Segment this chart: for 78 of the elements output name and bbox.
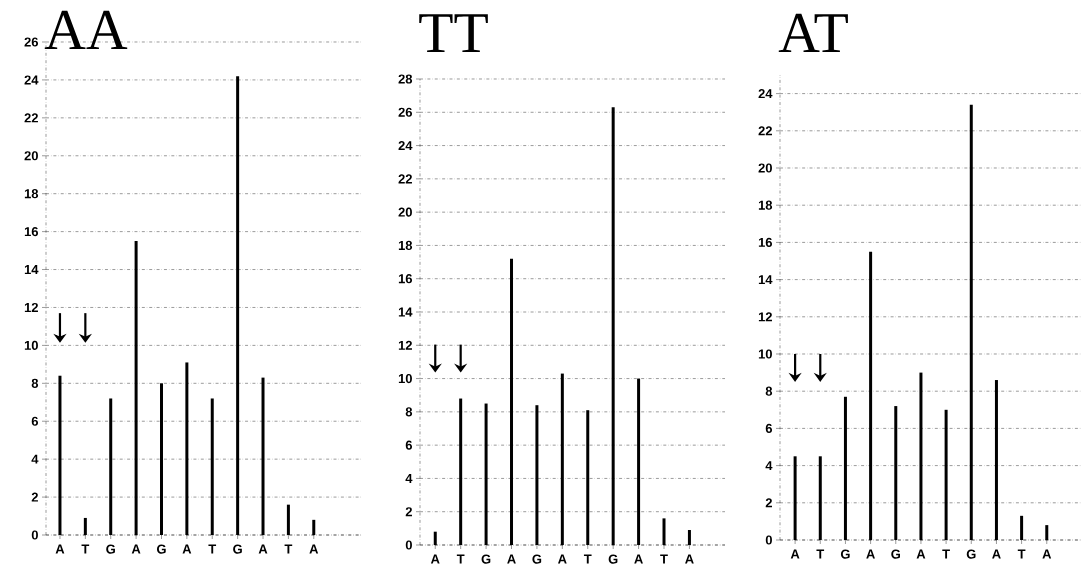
y-tick-label: 24 (24, 75, 39, 85)
y-tick-label: 18 (24, 189, 39, 199)
x-tick-label: A (131, 544, 141, 554)
x-tick-label: T (942, 549, 950, 559)
x-tick-label: T (208, 544, 217, 554)
y-tick-label: 16 (398, 274, 413, 284)
y-tick-label: 26 (398, 107, 413, 117)
y-tick-label: 28 (398, 74, 413, 84)
x-tick-label: A (685, 554, 694, 564)
y-tick-label: 26 (24, 37, 39, 47)
chart-title: AA (44, 10, 128, 49)
x-tick-label: A (430, 554, 440, 564)
y-tick-label: 6 (765, 423, 773, 433)
x-tick-label: A (557, 554, 567, 564)
x-tick-label: A (992, 549, 1001, 559)
y-tick-label: 6 (31, 416, 39, 426)
y-tick-label: 12 (398, 340, 412, 350)
y-tick-label: 16 (24, 227, 39, 237)
y-tick-label: 0 (765, 535, 772, 545)
x-tick-label: T (81, 544, 90, 554)
x-tick-label: A (790, 549, 800, 559)
x-tick-label: A (507, 554, 516, 564)
y-tick-label: 8 (765, 386, 773, 396)
x-tick-label: T (1017, 549, 1026, 559)
x-tick-label: A (634, 554, 643, 564)
y-tick-label: 10 (24, 340, 38, 350)
y-tick-label: 2 (765, 498, 772, 508)
x-tick-label: G (840, 549, 850, 559)
x-tick-label: A (55, 544, 65, 554)
y-tick-label: 14 (398, 307, 413, 317)
y-tick-label: 0 (405, 540, 412, 550)
y-tick-label: 14 (24, 265, 39, 274)
y-tick-label: 18 (398, 240, 413, 251)
y-tick-label: 4 (31, 454, 39, 464)
y-tick-label: 20 (24, 151, 38, 161)
x-tick-label: A (258, 544, 268, 554)
x-tick-label: T (816, 549, 825, 559)
y-tick-label: 18 (758, 200, 773, 210)
y-tick-label: 24 (398, 141, 413, 151)
y-tick-label: 16 (758, 237, 773, 247)
chart-title: TT (419, 14, 488, 52)
y-tick-label: 12 (758, 312, 772, 322)
chart-title: AT (778, 13, 848, 52)
y-tick-label: 8 (31, 378, 39, 388)
x-tick-label: G (233, 544, 242, 554)
x-tick-label: G (106, 544, 115, 554)
y-tick-label: 2 (31, 492, 38, 502)
y-tick-label: 24 (758, 89, 773, 99)
x-tick-label: G (966, 549, 976, 559)
x-tick-label: A (866, 549, 875, 559)
y-tick-label: 22 (398, 174, 412, 184)
x-tick-label: A (309, 544, 319, 554)
x-tick-label: G (532, 554, 542, 564)
y-tick-label: 10 (758, 349, 772, 359)
y-tick-label: 0 (31, 530, 38, 540)
x-tick-label: T (284, 544, 293, 554)
y-tick-label: 22 (24, 113, 38, 123)
x-tick-label: T (583, 554, 592, 564)
y-tick-label: 4 (405, 473, 413, 483)
x-tick-label: A (182, 544, 192, 554)
y-tick-label: 14 (758, 275, 773, 285)
x-tick-label: T (456, 554, 465, 564)
y-tick-label: 8 (405, 407, 413, 417)
x-tick-label: G (156, 544, 166, 554)
x-tick-label: A (1042, 549, 1052, 559)
y-tick-label: 20 (398, 207, 412, 217)
x-tick-label: G (608, 554, 618, 564)
x-tick-label: T (660, 554, 668, 564)
x-tick-label: G (891, 549, 901, 559)
y-tick-label: 22 (758, 126, 772, 136)
x-tick-label: G (481, 554, 491, 564)
x-tick-label: A (916, 549, 926, 559)
y-tick-label: 20 (758, 163, 772, 173)
y-tick-label: 4 (765, 461, 773, 471)
y-tick-label: 10 (398, 373, 412, 384)
y-tick-label: 12 (24, 302, 38, 312)
y-tick-label: 6 (405, 440, 413, 450)
y-tick-label: 2 (405, 507, 412, 517)
